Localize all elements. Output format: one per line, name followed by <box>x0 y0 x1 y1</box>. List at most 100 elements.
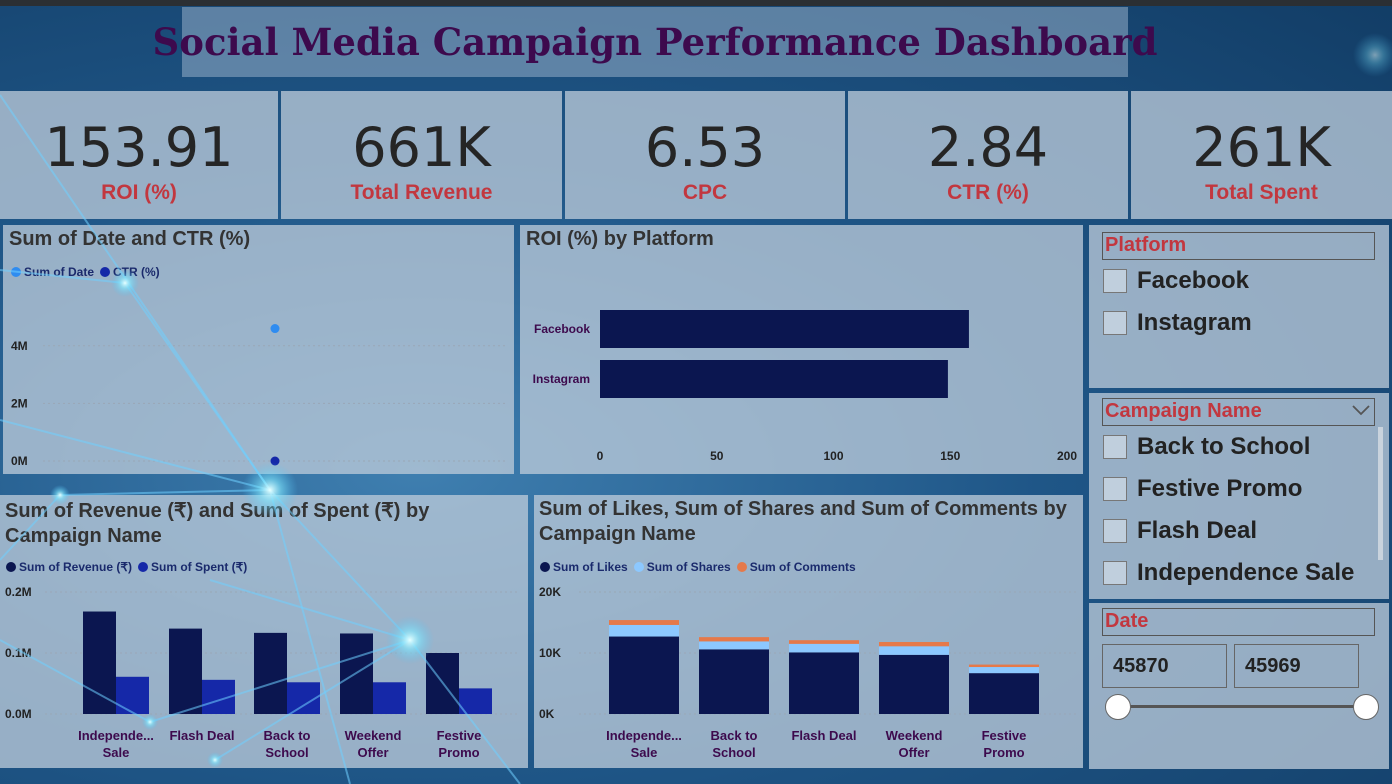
bar-segment[interactable] <box>699 637 769 642</box>
slicer-option-facebook[interactable]: Facebook <box>1103 260 1373 302</box>
legend-item[interactable]: Sum of Revenue (₹) <box>6 560 132 574</box>
bar[interactable] <box>459 688 492 714</box>
bar-segment[interactable] <box>609 636 679 714</box>
bar-segment[interactable] <box>789 652 859 714</box>
category-label: Promo <box>983 745 1024 760</box>
slicer-title: Platform <box>1102 232 1375 260</box>
category-label: Back to <box>264 728 311 743</box>
slicer-dropdown[interactable]: Campaign Name <box>1102 398 1375 426</box>
bar-segment[interactable] <box>969 673 1039 714</box>
chart-plot-hbar[interactable]: 0 50 100 150 200 Facebook Instagram <box>520 225 1083 474</box>
kpi-value: 261K <box>1192 116 1331 179</box>
kpi-label: CTR (%) <box>947 181 1029 204</box>
dashboard-title: Social Media Campaign Performance Dashbo… <box>152 20 1158 64</box>
chart-roi-by-platform[interactable]: ROI (%) by Platform 0 50 100 150 200 Facebook… <box>520 225 1083 474</box>
date-range-start-handle[interactable] <box>1105 694 1131 720</box>
category-label: Offer <box>357 745 388 760</box>
legend-label: Sum of Likes <box>553 560 628 574</box>
slicer-title: Campaign Name <box>1105 400 1262 422</box>
category-label: Offer <box>898 745 929 760</box>
bar-segment[interactable] <box>789 643 859 653</box>
checkbox[interactable] <box>1103 519 1127 543</box>
date-range-end-handle[interactable] <box>1353 694 1379 720</box>
category-label: School <box>265 745 308 760</box>
bar[interactable] <box>340 633 373 714</box>
kpi-label: CPC <box>682 181 728 204</box>
category-label: Weekend <box>345 728 402 743</box>
bar[interactable] <box>83 611 116 714</box>
chart-plot-grouped-bar[interactable]: 0.2M 0.1M 0.0M Independe... Sale Flash Deal Ba… <box>0 495 528 768</box>
legend-label: Sum of Spent (₹) <box>150 560 248 574</box>
date-start-input[interactable]: 45870 <box>1102 644 1227 688</box>
legend-item[interactable]: Sum of Shares <box>633 560 731 574</box>
checkbox[interactable] <box>1103 561 1127 585</box>
x-tick-label: 100 <box>823 449 843 463</box>
slicer-option-back-to-school[interactable]: Back to School <box>1103 426 1373 468</box>
bar[interactable] <box>373 682 406 714</box>
bar[interactable] <box>600 310 969 348</box>
slicer-option-flash-deal[interactable]: Flash Deal <box>1103 510 1373 552</box>
date-range-track[interactable] <box>1119 705 1367 708</box>
bar-segment[interactable] <box>879 646 949 655</box>
slicer-title: Date <box>1102 608 1375 636</box>
dashboard-title-box: Social Media Campaign Performance Dashbo… <box>153 7 1157 77</box>
option-label: Back to School <box>1137 433 1311 460</box>
x-tick-label: 150 <box>940 449 960 463</box>
category-label: Independe... <box>606 728 682 743</box>
chart-legend: Sum of Revenue (₹) Sum of Spent (₹) <box>6 560 247 574</box>
bar-segment[interactable] <box>609 620 679 625</box>
category-label: School <box>712 745 755 760</box>
chart-title: ROI (%) by Platform <box>526 228 714 250</box>
bar-segment[interactable] <box>609 624 679 637</box>
kpi-card-total-revenue[interactable]: 661K Total Revenue <box>281 91 562 219</box>
legend-item[interactable]: Sum of Comments <box>736 560 856 574</box>
slicer-option-festive-promo[interactable]: Festive Promo <box>1103 468 1373 510</box>
kpi-card-cpc[interactable]: 6.53 CPC <box>565 91 845 219</box>
chevron-down-icon[interactable] <box>1352 404 1370 416</box>
bar[interactable] <box>169 628 202 714</box>
bar[interactable] <box>116 676 149 714</box>
bar[interactable] <box>287 682 320 714</box>
bar[interactable] <box>426 653 459 714</box>
legend-item[interactable]: Sum of Likes <box>540 560 628 574</box>
bar-segment[interactable] <box>789 640 859 644</box>
data-point[interactable] <box>270 456 280 466</box>
checkbox[interactable] <box>1103 477 1127 501</box>
legend-swatch <box>6 562 16 572</box>
legend-item[interactable]: Sum of Spent (₹) <box>137 560 248 574</box>
option-label: Facebook <box>1137 267 1250 294</box>
slicer-option-instagram[interactable]: Instagram <box>1103 302 1373 344</box>
chart-plot-stacked-bar[interactable]: 20K 10K 0K Independe... Sale Back to School Fla… <box>534 495 1083 768</box>
kpi-card-ctr[interactable]: 2.84 CTR (%) <box>848 91 1128 219</box>
chart-revenue-spent[interactable]: Sum of Revenue (₹) and Sum of Spent (₹) … <box>0 495 528 768</box>
checkbox[interactable] <box>1103 311 1127 335</box>
chart-engagement[interactable]: Sum of Likes, Sum of Shares and Sum of C… <box>534 495 1083 768</box>
bar-segment[interactable] <box>879 642 949 647</box>
date-end-input[interactable]: 45969 <box>1234 644 1359 688</box>
option-label: Festive Promo <box>1137 475 1303 502</box>
checkbox[interactable] <box>1103 269 1127 293</box>
chart-date-ctr[interactable]: Sum of Date and CTR (%) Sum of Date CTR … <box>3 225 514 474</box>
category-label: Sale <box>631 745 658 760</box>
bar-segment[interactable] <box>699 641 769 650</box>
data-point[interactable] <box>270 324 280 334</box>
category-label: Promo <box>438 745 479 760</box>
kpi-value: 153.91 <box>44 116 234 179</box>
y-tick-label: 0M <box>11 454 28 468</box>
kpi-card-roi[interactable]: 153.91 ROI (%) <box>0 91 278 219</box>
scrollbar[interactable] <box>1378 427 1383 560</box>
slicer-option-independence-sale[interactable]: Independence Sale <box>1103 552 1373 594</box>
x-tick-label: 0 <box>597 449 604 463</box>
bar-segment[interactable] <box>699 649 769 714</box>
bar[interactable] <box>600 360 948 398</box>
bar-segment[interactable] <box>969 664 1039 668</box>
category-label: Weekend <box>886 728 943 743</box>
bar[interactable] <box>202 679 235 714</box>
checkbox[interactable] <box>1103 435 1127 459</box>
chart-plot-scatter[interactable]: 4M 2M 0M <box>3 225 514 474</box>
window-top-bar <box>0 0 1392 6</box>
bar[interactable] <box>254 632 287 714</box>
kpi-card-total-spent[interactable]: 261K Total Spent <box>1131 91 1392 219</box>
bar-segment[interactable] <box>879 654 949 714</box>
bar-segment[interactable] <box>969 667 1039 674</box>
